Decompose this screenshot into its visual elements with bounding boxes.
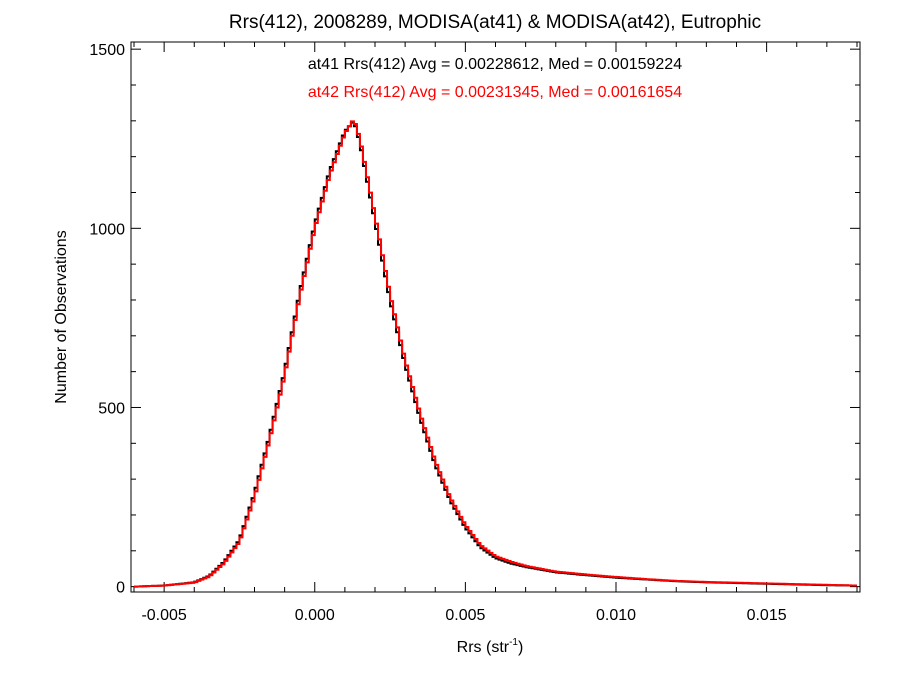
- y-tick-label: 500: [98, 400, 125, 417]
- y-tick-label: 1000: [89, 221, 125, 238]
- minor-ticks: [131, 42, 860, 592]
- major-ticks: [131, 42, 860, 592]
- x-tick-label: -0.005: [141, 607, 186, 624]
- tick-labels: -0.005 0.000 0.005 0.010 0.015 0 500 1000 1500: [89, 42, 786, 624]
- annotation-at41: at41 Rrs(412) Avg = 0.00228612, Med = 0.…: [308, 56, 682, 73]
- series-at41-histogram: [134, 121, 857, 588]
- x-tick-label: 0.000: [295, 607, 335, 624]
- x-tick-label: 0.010: [596, 607, 636, 624]
- x-tick-label: 0.015: [747, 607, 787, 624]
- x-axis-label-superscript: -1: [509, 637, 518, 648]
- y-tick-label: 1500: [89, 42, 125, 59]
- series-at42-histogram: [134, 120, 857, 588]
- plot-frame: [130, 41, 861, 593]
- x-axis-label: Rrs (str-1): [457, 637, 524, 656]
- y-axis-label: Number of Observations: [53, 230, 70, 403]
- x-axis-label-base: Rrs (str: [457, 639, 510, 656]
- annotation-at42: at42 Rrs(412) Avg = 0.00231345, Med = 0.…: [308, 84, 682, 101]
- chart-title: Rrs(412), 2008289, MODISA(at41) & MODISA…: [229, 12, 761, 33]
- y-tick-label: 0: [116, 580, 125, 597]
- x-tick-label: 0.005: [445, 607, 485, 624]
- x-axis-label-close: ): [518, 639, 523, 656]
